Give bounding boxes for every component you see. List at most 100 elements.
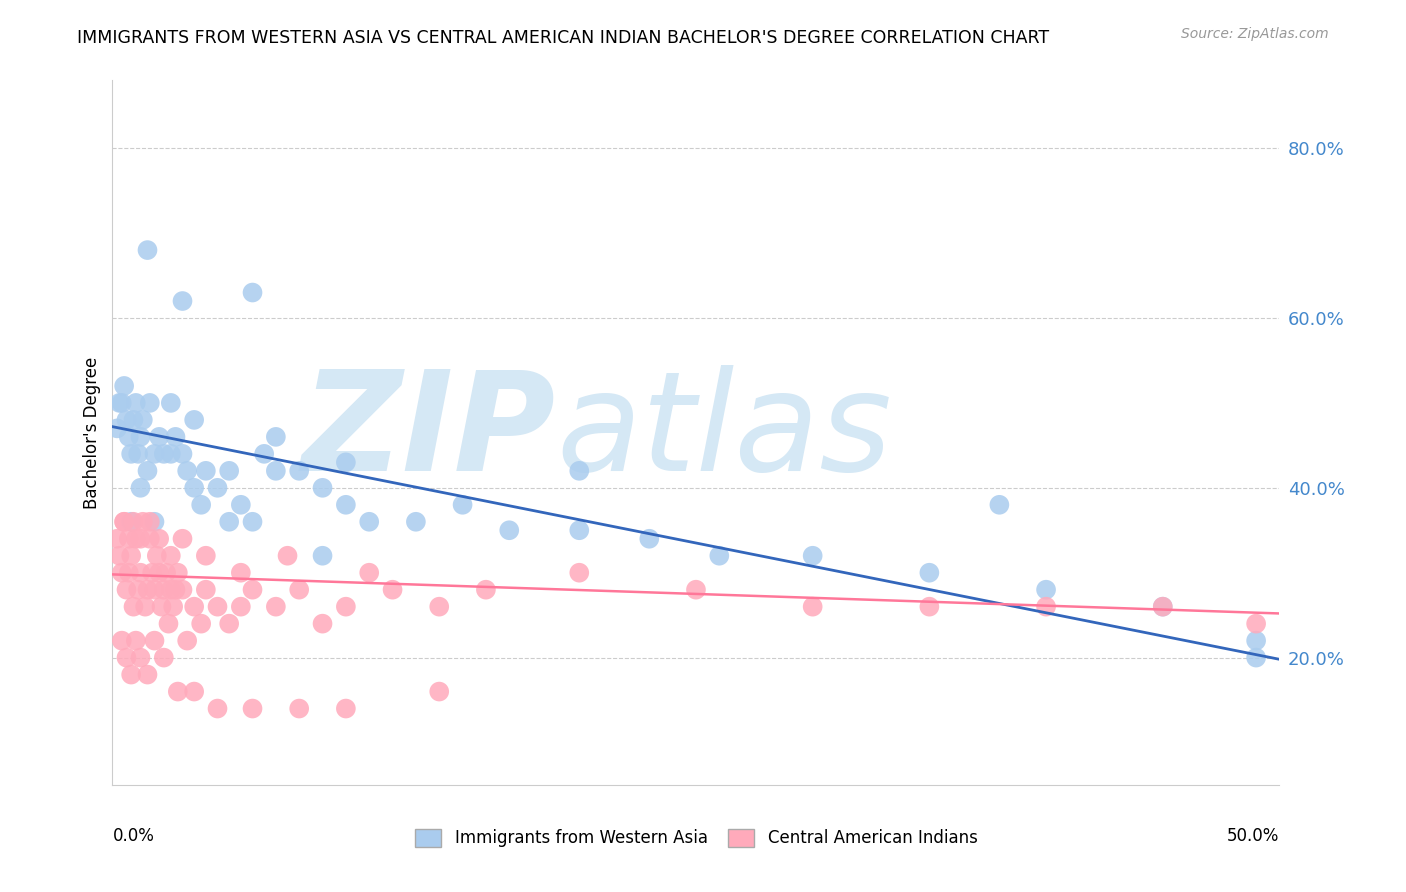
Point [112, 515, 135, 529]
Point [194, 464, 217, 478]
Point [709, 549, 731, 563]
Point [120, 515, 142, 529]
Point [120, 447, 142, 461]
Point [242, 285, 264, 300]
Point [288, 464, 311, 478]
Point [105, 532, 128, 546]
Point [801, 549, 824, 563]
Point [143, 582, 166, 597]
Point [165, 430, 187, 444]
Point [120, 667, 142, 681]
Point [111, 633, 134, 648]
Point [162, 599, 184, 614]
Point [136, 582, 159, 597]
Point [122, 413, 145, 427]
Point [218, 515, 240, 529]
Point [288, 701, 311, 715]
Point [288, 582, 311, 597]
Point [427, 599, 450, 614]
Point [427, 684, 450, 698]
Point [176, 464, 198, 478]
Point [264, 464, 287, 478]
Point [125, 396, 148, 410]
Point [150, 599, 173, 614]
Point [359, 515, 381, 529]
Point [242, 701, 264, 715]
Point [218, 464, 240, 478]
Point [242, 515, 264, 529]
Point [155, 566, 177, 580]
Point [207, 599, 229, 614]
Point [253, 447, 276, 461]
Point [143, 447, 166, 461]
Point [276, 549, 298, 563]
Point [218, 616, 240, 631]
Point [685, 582, 707, 597]
Point [918, 566, 941, 580]
Point [311, 549, 333, 563]
Point [166, 684, 188, 698]
Point [568, 566, 591, 580]
Point [165, 582, 187, 597]
Point [172, 582, 194, 597]
Point [157, 616, 180, 631]
Point [127, 447, 149, 461]
Text: atlas: atlas [555, 365, 891, 500]
Point [207, 481, 229, 495]
Point [127, 582, 149, 597]
Point [264, 430, 287, 444]
Point [143, 633, 166, 648]
Point [122, 599, 145, 614]
Point [108, 549, 131, 563]
Text: Source: ZipAtlas.com: Source: ZipAtlas.com [1181, 27, 1329, 41]
Point [1035, 599, 1057, 614]
Point [160, 582, 183, 597]
Point [115, 582, 138, 597]
Point [111, 566, 134, 580]
Point [172, 532, 194, 546]
Point [194, 549, 217, 563]
Point [141, 566, 163, 580]
Point [129, 430, 152, 444]
Point [112, 379, 135, 393]
Point [988, 498, 1011, 512]
Point [129, 650, 152, 665]
Point [1035, 582, 1057, 597]
Point [132, 515, 155, 529]
Point [451, 498, 474, 512]
Point [136, 667, 159, 681]
Point [405, 515, 427, 529]
Point [172, 447, 194, 461]
Point [264, 599, 287, 614]
Point [1244, 616, 1267, 631]
Point [183, 481, 205, 495]
Point [335, 701, 357, 715]
Point [381, 582, 404, 597]
Point [190, 616, 212, 631]
Point [129, 481, 152, 495]
Point [129, 566, 152, 580]
Point [108, 396, 131, 410]
Point [134, 599, 156, 614]
Point [160, 396, 183, 410]
Point [229, 566, 252, 580]
Point [359, 566, 381, 580]
Y-axis label: Bachelor's Degree: Bachelor's Degree [83, 357, 101, 508]
Point [498, 523, 520, 537]
Point [125, 633, 148, 648]
Point [139, 532, 162, 546]
Point [183, 599, 205, 614]
Point [229, 599, 252, 614]
Point [166, 566, 188, 580]
Point [153, 582, 176, 597]
Point [801, 599, 824, 614]
Point [176, 633, 198, 648]
Point [118, 532, 141, 546]
Point [111, 396, 134, 410]
Point [143, 515, 166, 529]
Point [1152, 599, 1174, 614]
Point [242, 582, 264, 597]
Point [120, 549, 142, 563]
Point [190, 498, 212, 512]
Point [105, 421, 128, 435]
